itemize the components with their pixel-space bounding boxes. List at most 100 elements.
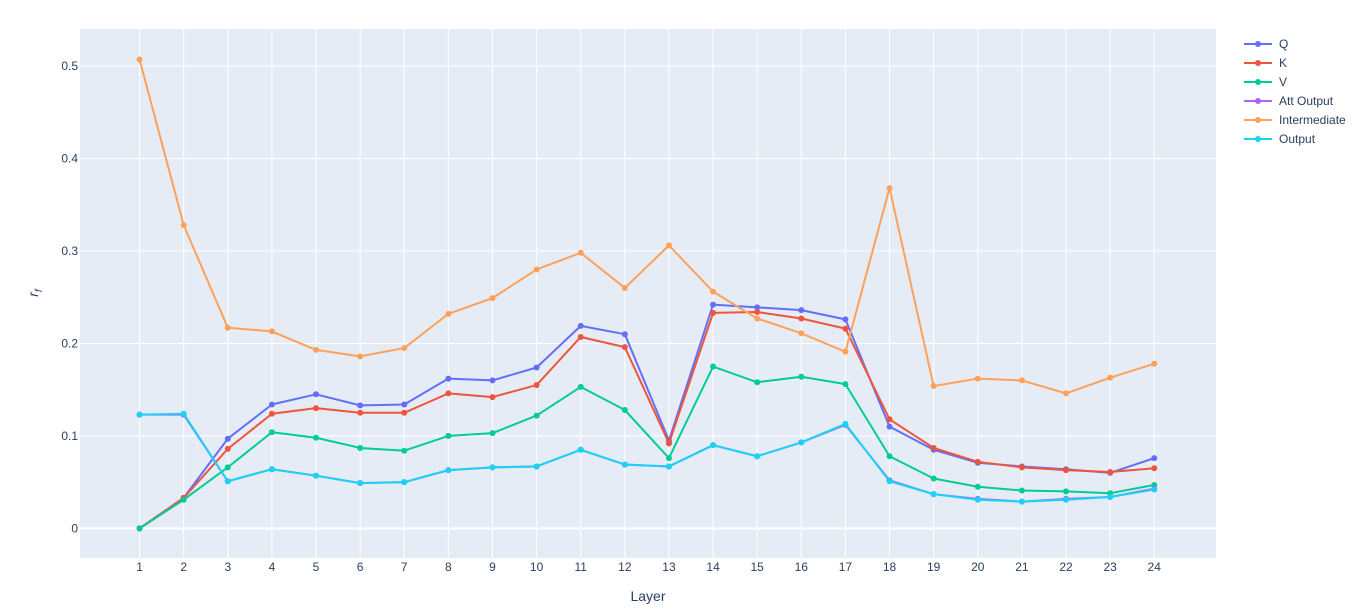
data-point — [268, 429, 275, 436]
data-point — [357, 353, 364, 360]
data-point — [533, 266, 540, 273]
data-point — [974, 483, 981, 490]
x-tick-label: 23 — [1103, 560, 1117, 574]
x-tick-label: 14 — [706, 560, 720, 574]
data-point — [1018, 498, 1025, 505]
data-point — [798, 373, 805, 380]
x-tick-label: 3 — [224, 560, 231, 574]
legend-item[interactable]: Q — [1244, 37, 1288, 51]
data-point — [974, 375, 981, 382]
data-point — [665, 440, 672, 447]
x-tick-label: 15 — [751, 560, 765, 574]
x-tick-label: 4 — [269, 560, 276, 574]
data-point — [136, 525, 143, 532]
y-tick-label: 0.2 — [61, 336, 78, 350]
data-point — [401, 409, 408, 416]
y-axis-title: rf — [25, 288, 45, 297]
data-point — [533, 364, 540, 371]
data-point — [1151, 465, 1158, 472]
data-point — [489, 430, 496, 437]
series-line — [139, 365, 1155, 530]
data-point — [357, 444, 364, 451]
legend-label: Intermediate — [1279, 113, 1346, 127]
data-point — [313, 472, 320, 479]
y-tick-label: 0.1 — [61, 429, 78, 443]
y-tick-label: 0.5 — [61, 59, 78, 73]
data-point — [842, 316, 849, 323]
data-point — [136, 411, 143, 418]
data-point — [621, 407, 628, 414]
x-tick-label: 17 — [839, 560, 853, 574]
data-point — [930, 382, 937, 389]
series-k — [136, 308, 1158, 532]
data-point — [754, 379, 761, 386]
x-tick-label: 6 — [357, 560, 364, 574]
data-point — [533, 382, 540, 389]
data-point — [577, 446, 584, 453]
data-point — [710, 301, 717, 308]
data-point — [710, 309, 717, 316]
data-point — [268, 401, 275, 408]
data-point — [754, 304, 761, 311]
legend-swatch-marker — [1255, 60, 1261, 66]
legend-item[interactable]: Output — [1244, 132, 1316, 146]
legend-item[interactable]: V — [1244, 75, 1287, 89]
data-point — [974, 496, 981, 503]
legend-label: Att Output — [1279, 94, 1334, 108]
series-v — [136, 363, 1158, 532]
data-point — [533, 463, 540, 470]
data-point — [710, 288, 717, 295]
series-intermediate — [136, 56, 1158, 397]
data-point — [224, 464, 231, 471]
x-tick-label: 9 — [489, 560, 496, 574]
legend-swatch-marker — [1255, 136, 1261, 142]
plot-background — [80, 29, 1216, 558]
data-point — [1151, 360, 1158, 367]
data-point — [313, 434, 320, 441]
y-tick-label: 0.4 — [61, 151, 78, 165]
data-point — [489, 394, 496, 401]
data-point — [665, 242, 672, 249]
series-line — [138, 310, 1155, 530]
data-point — [1063, 467, 1070, 474]
data-point — [136, 56, 143, 63]
x-tick-label: 20 — [971, 560, 985, 574]
legend-item[interactable]: K — [1244, 56, 1287, 70]
data-point — [1151, 455, 1158, 462]
data-point — [842, 420, 849, 427]
x-tick-label: 8 — [445, 560, 452, 574]
data-point — [1107, 493, 1114, 500]
data-point — [401, 447, 408, 454]
data-point — [489, 377, 496, 384]
data-point — [224, 324, 231, 331]
data-point — [886, 478, 893, 485]
data-point — [842, 348, 849, 355]
data-point — [313, 346, 320, 353]
y-tick-label: 0 — [71, 521, 78, 535]
data-point — [886, 185, 893, 192]
x-tick-label: 2 — [180, 560, 187, 574]
data-point — [710, 442, 717, 449]
legend-item[interactable]: Att Output — [1244, 94, 1334, 108]
data-point — [621, 331, 628, 338]
data-point — [974, 458, 981, 465]
x-tick-label: 13 — [662, 560, 676, 574]
x-axis-title: Layer — [630, 588, 665, 604]
data-point — [489, 464, 496, 471]
legend-item[interactable]: Intermediate — [1244, 113, 1346, 127]
data-point — [577, 249, 584, 256]
data-point — [1151, 486, 1158, 493]
x-axis-ticks: 1 2 3 4 5 6 7 8 9 10 11 12 13 14 15 16 17 18 19 20 21 22 23 24 — [136, 560, 1161, 574]
y-tick-label: 0.3 — [61, 244, 78, 258]
data-point — [1107, 468, 1114, 475]
legend: QKV Att Output Intermediate Output — [1244, 37, 1346, 146]
data-point — [1063, 390, 1070, 397]
x-tick-label: 24 — [1148, 560, 1162, 574]
legend-label: V — [1279, 75, 1287, 89]
data-point — [401, 401, 408, 408]
data-point — [621, 284, 628, 291]
y-axis-title-main: r — [25, 291, 41, 297]
data-point — [1107, 374, 1114, 381]
data-point — [798, 439, 805, 446]
x-tick-label: 12 — [618, 560, 632, 574]
